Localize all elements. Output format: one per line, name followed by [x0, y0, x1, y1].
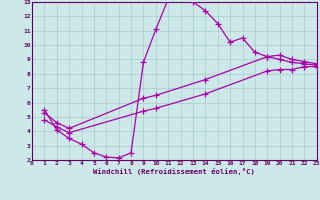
X-axis label: Windchill (Refroidissement éolien,°C): Windchill (Refroidissement éolien,°C)	[93, 168, 255, 175]
